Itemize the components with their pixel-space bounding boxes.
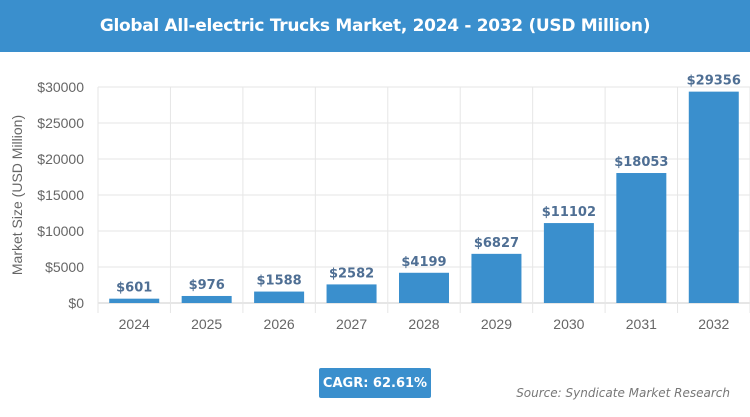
data-label: $976 [189,278,225,293]
y-tick-label: $10000 [37,223,84,239]
data-label: $601 [116,281,152,296]
bar-chart: $0 $5000 $10000 $15000 $20000 $25000 $30000 Mar… [9,74,750,332]
y-tick-label: $5000 [45,259,84,275]
bar [399,272,449,303]
y-axis-label: Market Size (USD Million) [9,115,25,275]
y-tick-label: $0 [68,295,84,311]
bar [109,298,160,303]
bar [688,91,739,303]
x-tick-label: 2032 [698,316,729,332]
bar [326,284,377,303]
bar [616,173,667,303]
y-tick-label: $20000 [37,151,84,167]
data-label: $11102 [542,205,596,220]
x-tick-label: 2030 [553,316,584,332]
x-tick-label: 2025 [191,316,222,332]
cagr-badge: CAGR: 62.61% [319,368,431,398]
x-tick-label: 2027 [336,316,367,332]
x-tick-label: 2028 [408,316,439,332]
data-label: $29356 [687,74,741,89]
bar [254,291,305,303]
x-tick-label: 2031 [626,316,657,332]
bar [471,253,522,303]
data-label: $18053 [614,155,668,170]
y-tick-label: $30000 [37,79,84,95]
bar [543,223,594,303]
data-label: $2582 [329,266,374,281]
data-label: $1588 [256,274,301,289]
y-tick-label: $15000 [37,187,84,203]
data-label: $4199 [401,255,446,270]
chart-title: Global All-electric Trucks Market, 2024 … [0,0,750,52]
x-tick-label: 2024 [119,316,150,332]
y-tick-label: $25000 [37,115,84,131]
data-label: $6827 [474,236,519,251]
x-tick-label: 2026 [264,316,295,332]
source-note: Source: Syndicate Market Research [516,386,730,400]
x-tick-label: 2029 [481,316,512,332]
bar [181,295,232,303]
